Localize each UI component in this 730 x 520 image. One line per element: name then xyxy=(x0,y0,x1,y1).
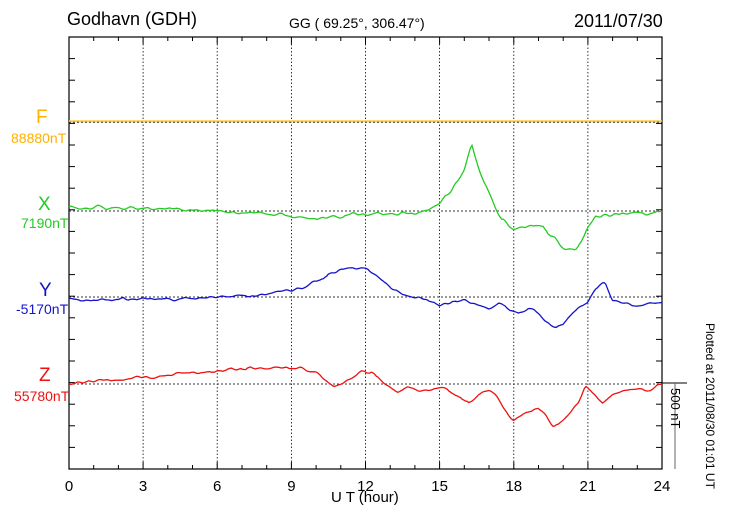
svg-text:24: 24 xyxy=(654,478,671,495)
svg-text:21: 21 xyxy=(580,478,597,495)
svg-text:6: 6 xyxy=(213,478,221,495)
svg-text:18: 18 xyxy=(505,478,522,495)
svg-text:3: 3 xyxy=(139,478,147,495)
svg-text:0: 0 xyxy=(65,478,73,495)
svg-text:9: 9 xyxy=(287,478,295,495)
svg-text:15: 15 xyxy=(431,478,448,495)
